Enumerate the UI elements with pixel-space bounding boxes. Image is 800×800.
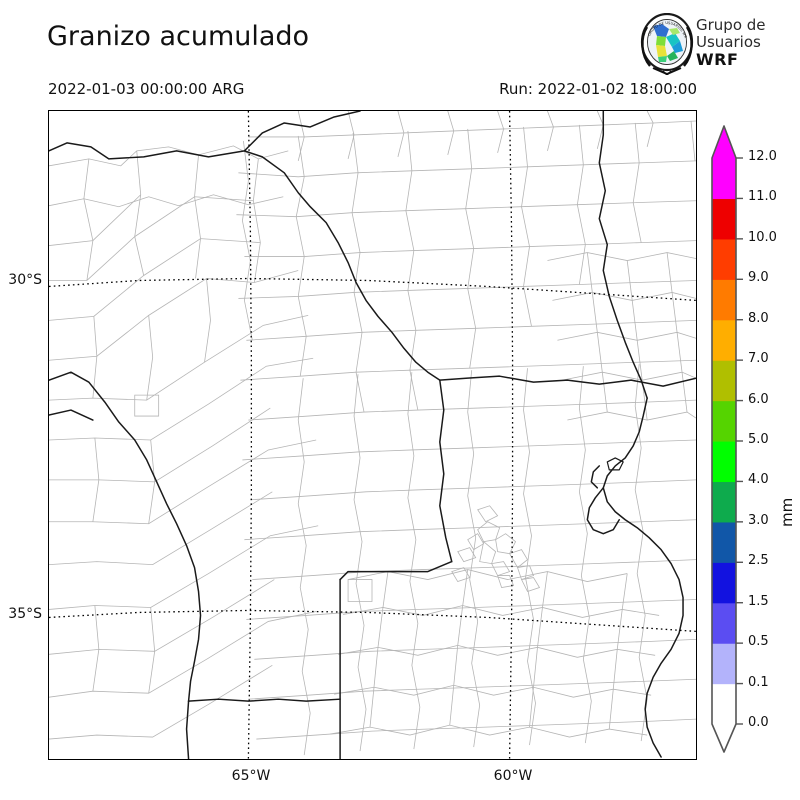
map-geography [49, 111, 696, 759]
logo-line-1: Grupo de [696, 16, 766, 34]
colorbar-tick-2-5: 2.5 [748, 553, 769, 569]
colorbar-tick-5-0: 5.0 [748, 432, 769, 447]
colorbar-tick-4-0: 4.0 [748, 472, 769, 488]
lat-label-35s: 35°S [8, 606, 42, 622]
graticule-gridlines [49, 111, 696, 759]
page-title: Granizo acumulado [47, 21, 310, 52]
colorbar-tick-11-0: 11.0 [748, 189, 777, 205]
lon-label-65w: 65°W [231, 768, 271, 784]
colorbar-tick-7-0: 7.0 [748, 351, 769, 367]
colorbar-tick-6-0: 6.0 [748, 391, 769, 407]
valid-time-label: 2022-01-03 00:00:00 ARG [48, 80, 245, 98]
colorbar-unit-label: mm [778, 497, 796, 527]
logo-text-block: Grupo de Usuarios WRF [696, 16, 766, 69]
colorbar-tick-3-0: 3.0 [748, 512, 769, 528]
colorbar-tick-10-0: 10.0 [748, 229, 777, 245]
colorbar-tick-8-0: 8.0 [748, 310, 769, 326]
colorbar-tick-0-5: 0.5 [748, 634, 769, 650]
colorbar-tick-9-0: 9.0 [748, 270, 769, 286]
globe-emblem-icon: GRUPO DE USUARIOS WRF [639, 13, 694, 75]
department-boundaries [49, 111, 696, 756]
lat-label-30s: 30°S [8, 272, 42, 288]
colorbar-tick-12-0: 12.0 [748, 149, 777, 164]
colorbar-tick-1-5: 1.5 [748, 593, 769, 609]
logo-line-3: WRF [696, 50, 739, 69]
colorbar[interactable]: 0.0 0.1 0.5 1.5 2.5 3.0 4.0 5.0 6.0 7.0 8.0 9.0 10.0… [706, 112, 798, 762]
lon-label-60w: 60°W [493, 768, 533, 784]
wrf-user-group-logo: GRUPO DE USUARIOS WRF Grupo de Usuarios … [639, 13, 799, 75]
colorbar-tick-0-1: 0.1 [748, 674, 769, 690]
colorbar-tick-0-0: 0.0 [748, 715, 769, 730]
province-boundaries [49, 111, 696, 759]
colorbar-gradient [711, 125, 743, 753]
map-canvas[interactable] [48, 110, 697, 760]
logo-line-2: Usuarios [696, 33, 761, 51]
run-time-label: Run: 2022-01-02 18:00:00 [499, 80, 697, 98]
